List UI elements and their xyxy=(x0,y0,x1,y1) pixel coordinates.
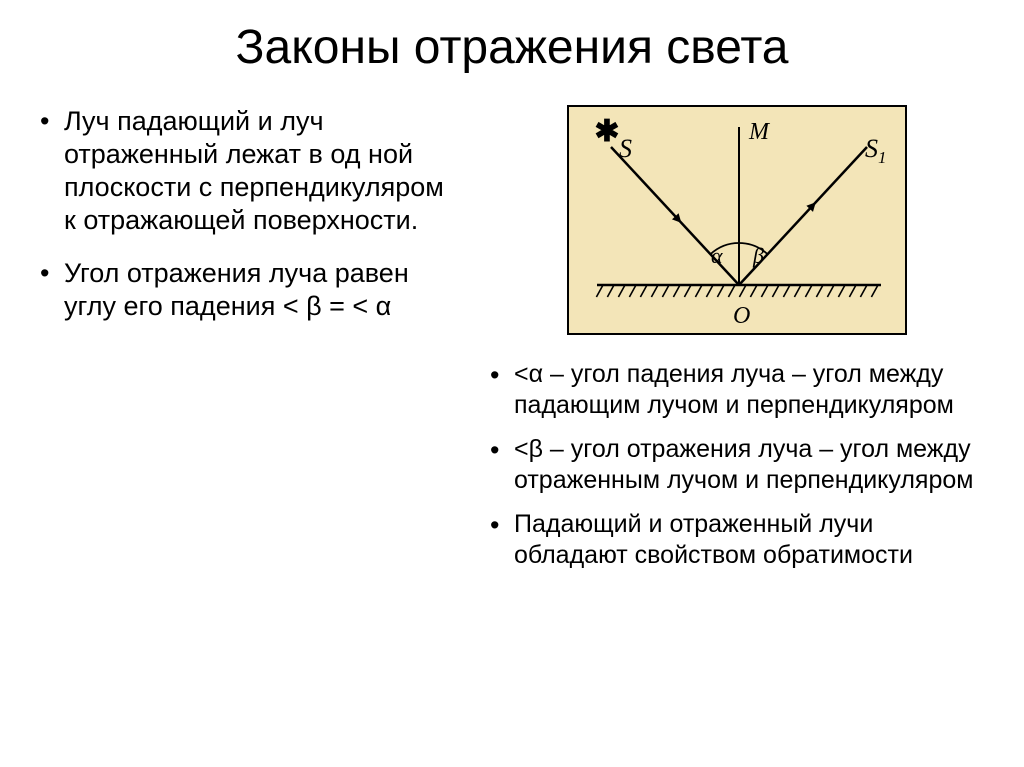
left-bullet-list: Луч падающий и луч отраженный лежат в од… xyxy=(40,105,460,323)
list-item: Луч падающий и луч отраженный лежат в од… xyxy=(40,105,460,237)
right-bullet-list: <α – угол падения луча – угол между пада… xyxy=(490,359,984,570)
svg-text:S: S xyxy=(619,134,632,163)
content-columns: Луч падающий и луч отраженный лежат в од… xyxy=(40,105,984,584)
list-item: Падающий и отраженный лучи обладают свой… xyxy=(490,509,984,570)
svg-text:α: α xyxy=(711,243,723,268)
svg-text:M: M xyxy=(748,119,771,145)
list-item: <α – угол падения луча – угол между пада… xyxy=(490,359,984,420)
left-column: Луч падающий и луч отраженный лежат в од… xyxy=(40,105,460,584)
diagram-container: ✱S S1 M Oα β xyxy=(490,105,984,335)
right-column: ✱S S1 M Oα β <α – угол падения луча – угол м… xyxy=(490,105,984,584)
list-item: <β – угол отражения луча – угол между от… xyxy=(490,434,984,495)
svg-text:β: β xyxy=(752,243,764,268)
svg-text:S1: S1 xyxy=(865,134,886,167)
svg-text:✱: ✱ xyxy=(594,115,619,148)
list-item: Угол отражения луча равен углу его паден… xyxy=(40,257,460,323)
page-title: Законы отражения света xyxy=(40,20,984,75)
svg-text:O: O xyxy=(733,303,750,329)
reflection-diagram: ✱S S1 M Oα β xyxy=(567,105,907,335)
